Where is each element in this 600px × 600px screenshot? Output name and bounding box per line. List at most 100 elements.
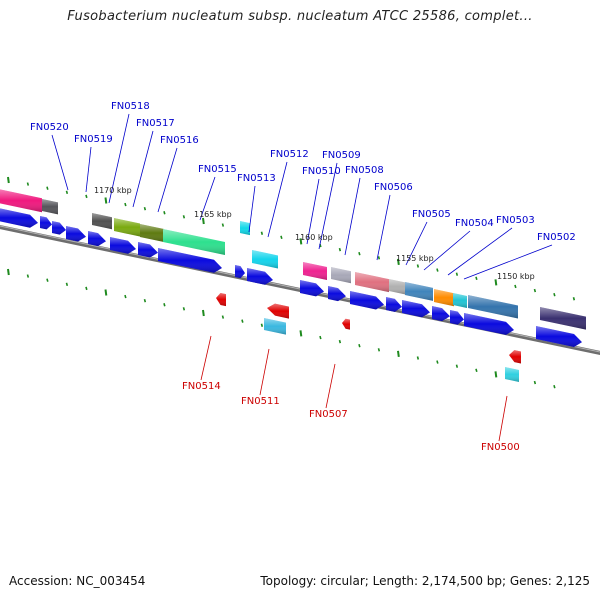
lower-tick (377, 348, 381, 352)
reverse-gene-shade (216, 292, 226, 307)
forward-label-leader (318, 162, 338, 250)
lower-tick (553, 384, 556, 389)
upper-tick (124, 202, 127, 207)
feature-block-shade (331, 267, 351, 284)
forward-gene-label: FN0518 (111, 101, 150, 112)
kbp-label: 1150 kbp (497, 272, 535, 281)
gene-arrows (0, 208, 582, 364)
accession-text: Accession: NC_003454 (9, 574, 146, 588)
upper-tick (280, 235, 283, 240)
upper-tick (436, 268, 439, 272)
forward-label-leader (248, 185, 256, 233)
upper-tick (455, 272, 459, 276)
forward-gene-label: FN0504 (455, 218, 494, 229)
gene-labels: 1170 kbp 1165 kbp 1160 kbp 1155 kbp 1150 kbp… (30, 101, 576, 453)
reverse-gene-label: FN0500 (481, 442, 520, 453)
feature-block-shade (140, 224, 164, 243)
lower-tick (475, 368, 478, 372)
feature-block-shade (252, 250, 278, 269)
forward-label-leader (85, 146, 92, 193)
reverse-gene-shade (342, 318, 350, 330)
forward-gene-label: FN0517 (136, 118, 175, 129)
forward-gene-label: FN0520 (30, 122, 69, 133)
forward-gene-shade (450, 310, 464, 325)
forward-gene-shade (40, 216, 52, 230)
lower-tick (436, 360, 439, 364)
lower-tick (494, 371, 498, 378)
lower-tick (202, 309, 205, 317)
upper-tick (572, 297, 576, 301)
forward-gene-label: FN0506 (374, 182, 413, 193)
upper-tick (397, 258, 400, 266)
forward-label-leader (51, 134, 69, 191)
forward-label-leader (132, 130, 154, 208)
topology-text: Topology: circular; Length: 2,174,500 bp… (260, 574, 590, 588)
feature-block-shade (540, 307, 586, 330)
forward-gene-shade (386, 297, 402, 312)
forward-label-leader (157, 147, 178, 213)
lower-tick (455, 364, 459, 368)
forward-label-leader (199, 176, 216, 221)
upper-tick (533, 288, 537, 293)
feature-block-shade (92, 213, 112, 230)
lower-tick (319, 335, 322, 340)
page-title: Fusobacterium nucleatum subsp. nucleatum… (67, 9, 533, 24)
forward-label-leader (344, 177, 361, 256)
forward-gene-label: FN0503 (496, 215, 535, 226)
forward-gene-shade (432, 306, 450, 322)
forward-label-leader (108, 113, 130, 204)
lower-tick (124, 294, 127, 299)
reverse-gene-label: FN0507 (309, 409, 348, 420)
lower-tick (46, 278, 49, 282)
forward-gene-shade (464, 313, 514, 335)
lower-tick (241, 319, 244, 323)
kbp-label: 1155 kbp (396, 254, 434, 263)
reverse-gene-label: FN0511 (241, 396, 280, 407)
forward-label-leader (463, 244, 553, 280)
forward-label-leader (306, 178, 320, 245)
forward-gene-label: FN0510 (302, 166, 341, 177)
forward-gene-shade (350, 291, 384, 310)
feature-block-shade (389, 279, 405, 295)
feature-block-shade (114, 218, 140, 237)
kbp-label: 1165 kbp (194, 210, 232, 219)
feature-block-shade (453, 293, 467, 308)
lower-tick (65, 282, 69, 286)
forward-label-leader (376, 194, 391, 261)
lower-tick (221, 315, 225, 319)
upper-tick (182, 215, 186, 219)
lower-tick (338, 339, 342, 344)
forward-gene-shade (66, 226, 86, 242)
forward-gene-shade (88, 231, 106, 247)
reverse-gene-label: FN0514 (182, 381, 221, 392)
lower-tick (7, 268, 10, 276)
forward-gene-shade (328, 286, 346, 302)
reverse-gene-shade (267, 303, 289, 319)
forward-gene-label: FN0502 (537, 232, 576, 243)
upper-tick (377, 256, 381, 260)
upper-tick (202, 217, 205, 225)
forward-gene-shade (138, 242, 158, 258)
tick-marks (7, 176, 576, 389)
forward-gene-shade (300, 280, 324, 297)
kbp-label: 1160 kbp (295, 233, 333, 242)
upper-tick (26, 182, 30, 186)
forward-gene-shade (235, 265, 245, 279)
feature-block-shade (468, 295, 518, 319)
reverse-gene-shade (509, 350, 521, 364)
upper-tick (494, 279, 498, 286)
feature-block-shade (264, 318, 286, 335)
lower-tick (163, 303, 166, 307)
reverse-label-leader (200, 335, 212, 381)
forward-label-leader (267, 161, 288, 238)
forward-label-leader (423, 230, 471, 271)
forward-gene-label: FN0508 (345, 165, 384, 176)
forward-label-leader (447, 227, 513, 276)
upper-tick (65, 190, 69, 194)
lower-tick (299, 330, 303, 337)
forward-gene-shade (536, 326, 582, 347)
forward-gene-label: FN0513 (237, 173, 276, 184)
reverse-label-leader (325, 363, 336, 409)
lower-tick (416, 356, 420, 360)
